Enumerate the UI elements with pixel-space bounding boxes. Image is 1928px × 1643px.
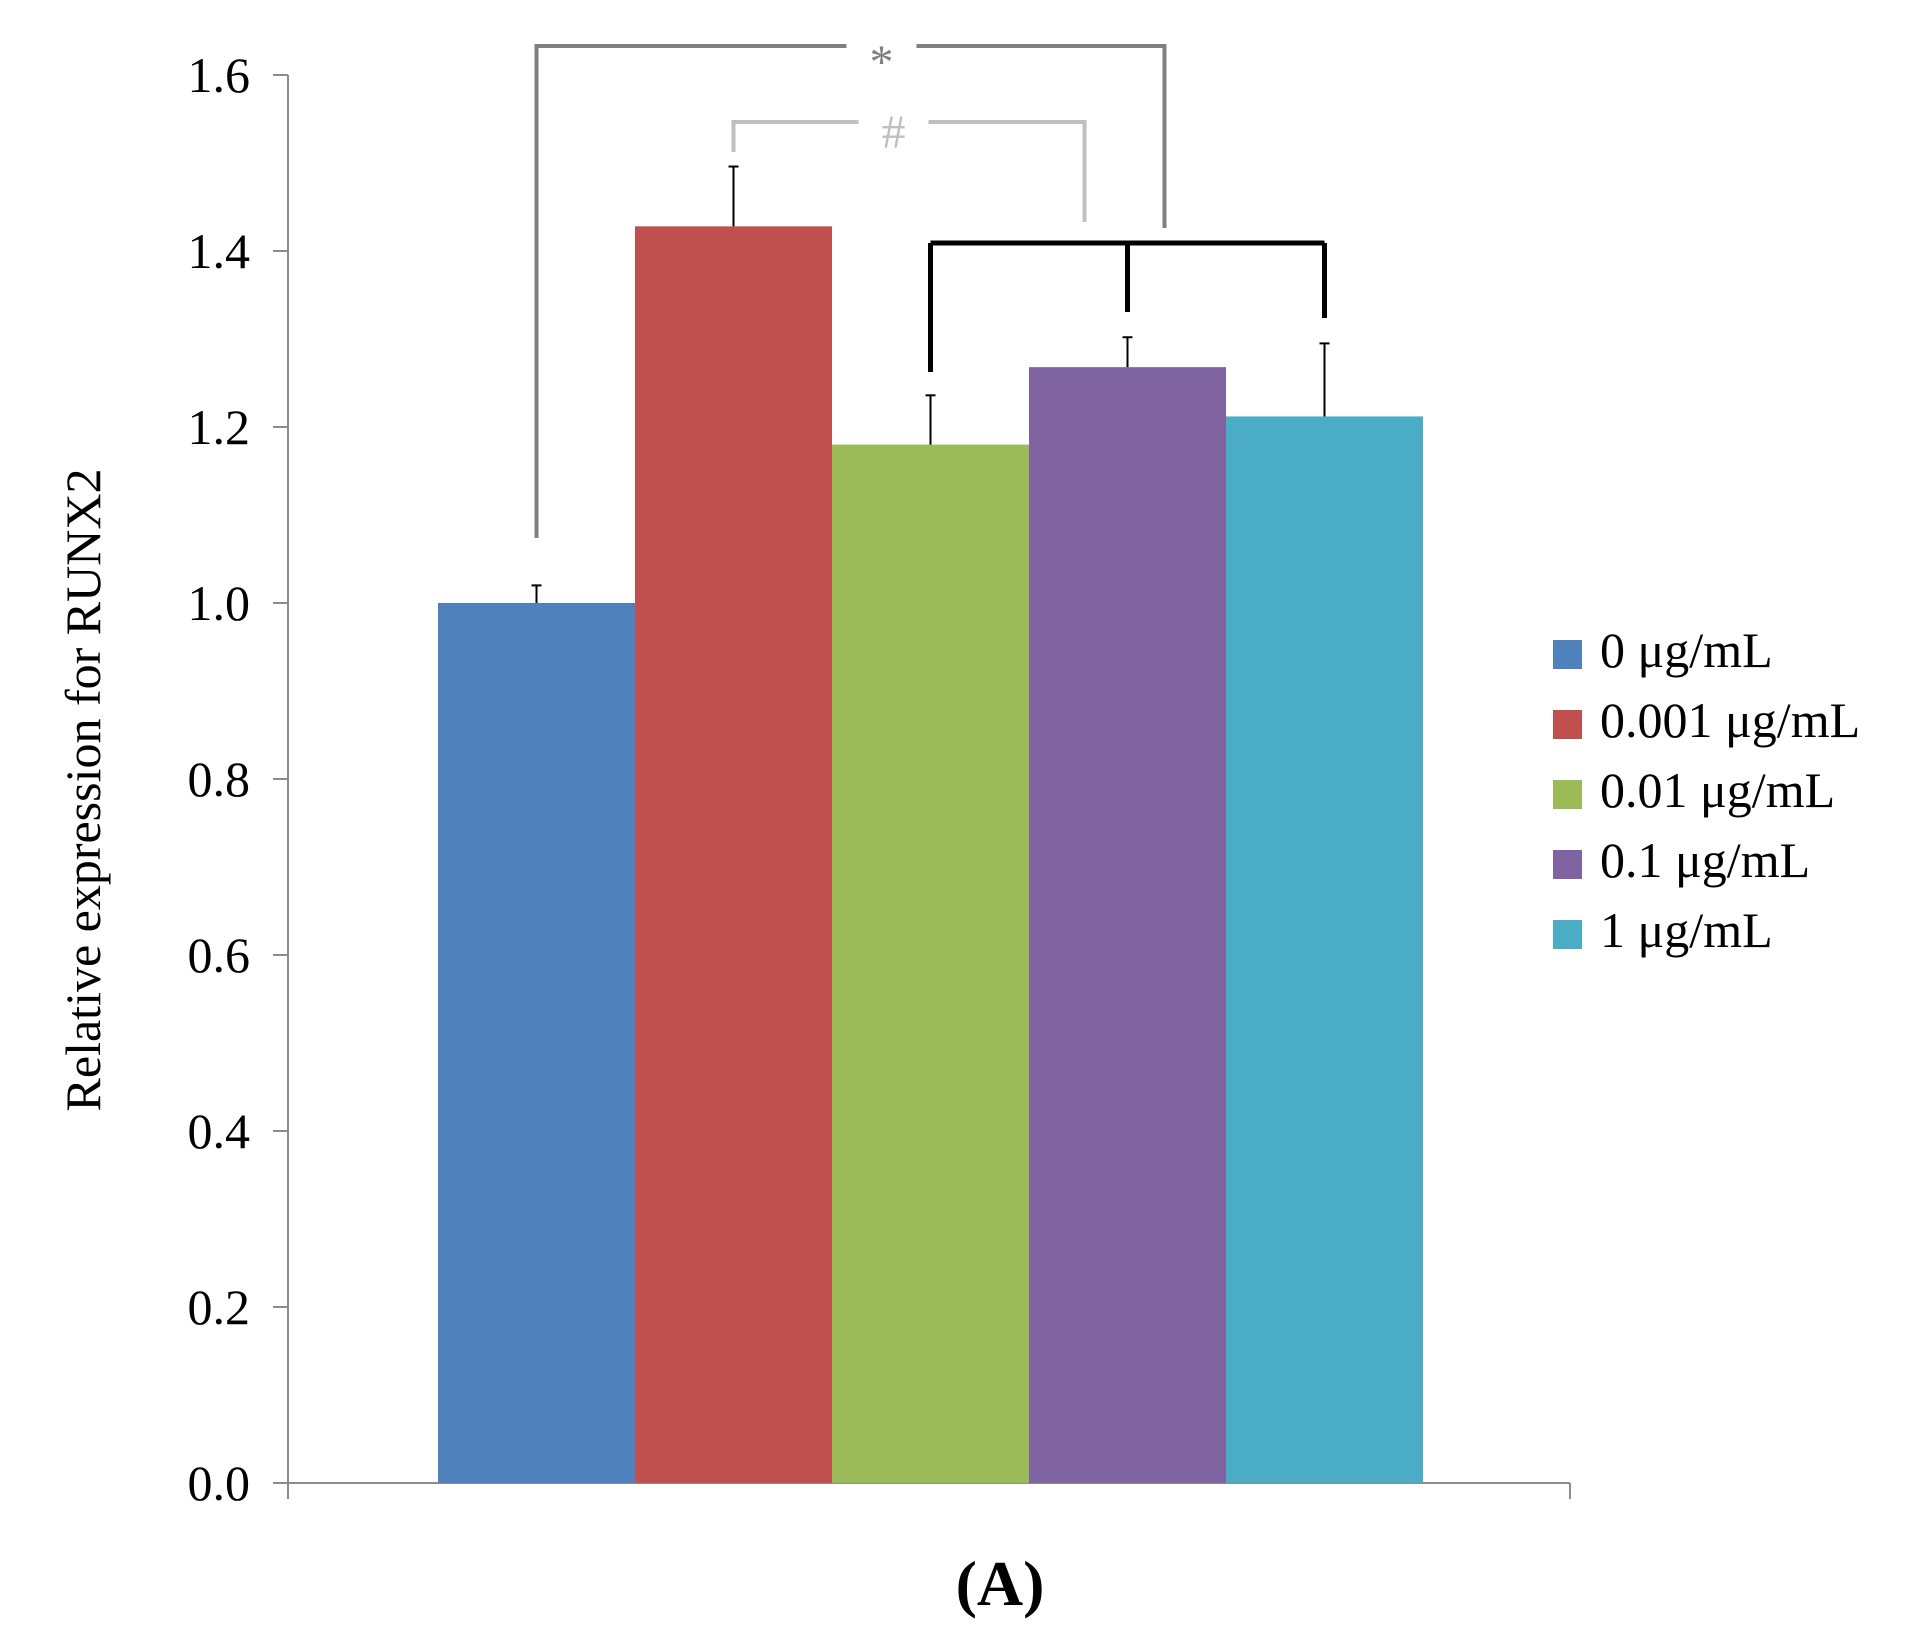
- legend-swatch: [1553, 710, 1582, 739]
- chart-error-bars: [531, 165, 1330, 603]
- legend-label: 0 μg/mL: [1600, 622, 1773, 678]
- bar: [832, 444, 1029, 1484]
- chart-axes: 0.0 0.2 0.4 0.6 0.8 1.0 1.2 1.4 1.6: [188, 47, 1571, 1511]
- chart-bars: [438, 226, 1423, 1484]
- bar: [635, 226, 832, 1484]
- legend-swatch: [1553, 780, 1582, 809]
- legend-label: 1 μg/mL: [1600, 902, 1773, 958]
- hash-bracket-right: [928, 120, 1087, 222]
- legend-label: 0.001 μg/mL: [1600, 692, 1860, 748]
- legend-swatch: [1553, 920, 1582, 949]
- y-tick-label: 1.0: [188, 575, 251, 631]
- y-tick-label: 1.4: [188, 223, 251, 279]
- panel-label: (A): [956, 1548, 1045, 1619]
- bar: [438, 603, 635, 1483]
- legend-swatch: [1553, 850, 1582, 879]
- y-tick-label: 0.2: [188, 1279, 251, 1335]
- legend-label: 0.01 μg/mL: [1600, 762, 1835, 818]
- y-tick-label: 1.2: [188, 399, 251, 455]
- significance-annotations: *#: [534, 36, 1327, 538]
- y-axis-title: Relative expression for RUNX2: [55, 469, 111, 1112]
- y-tick-label: 0.8: [188, 751, 251, 807]
- star-bracket-left: [534, 44, 847, 538]
- hash-bracket-left: [731, 120, 859, 152]
- bar: [1029, 367, 1226, 1483]
- star-bracket-right: [916, 44, 1167, 228]
- bar: [1226, 416, 1423, 1484]
- legend-swatch: [1553, 640, 1582, 669]
- star-significance-label: *: [870, 36, 894, 89]
- hash-significance-label: #: [882, 106, 906, 159]
- chart-legend: 0 μg/mL 0.001 μg/mL 0.01 μg/mL 0.1 μg/mL 1 μ…: [1553, 622, 1860, 958]
- y-tick-label: 1.6: [188, 47, 251, 103]
- y-tick-label: 0.0: [188, 1455, 251, 1511]
- legend-label: 0.1 μg/mL: [1600, 832, 1810, 888]
- y-tick-label: 0.6: [188, 927, 251, 983]
- y-tick-label: 0.4: [188, 1103, 251, 1159]
